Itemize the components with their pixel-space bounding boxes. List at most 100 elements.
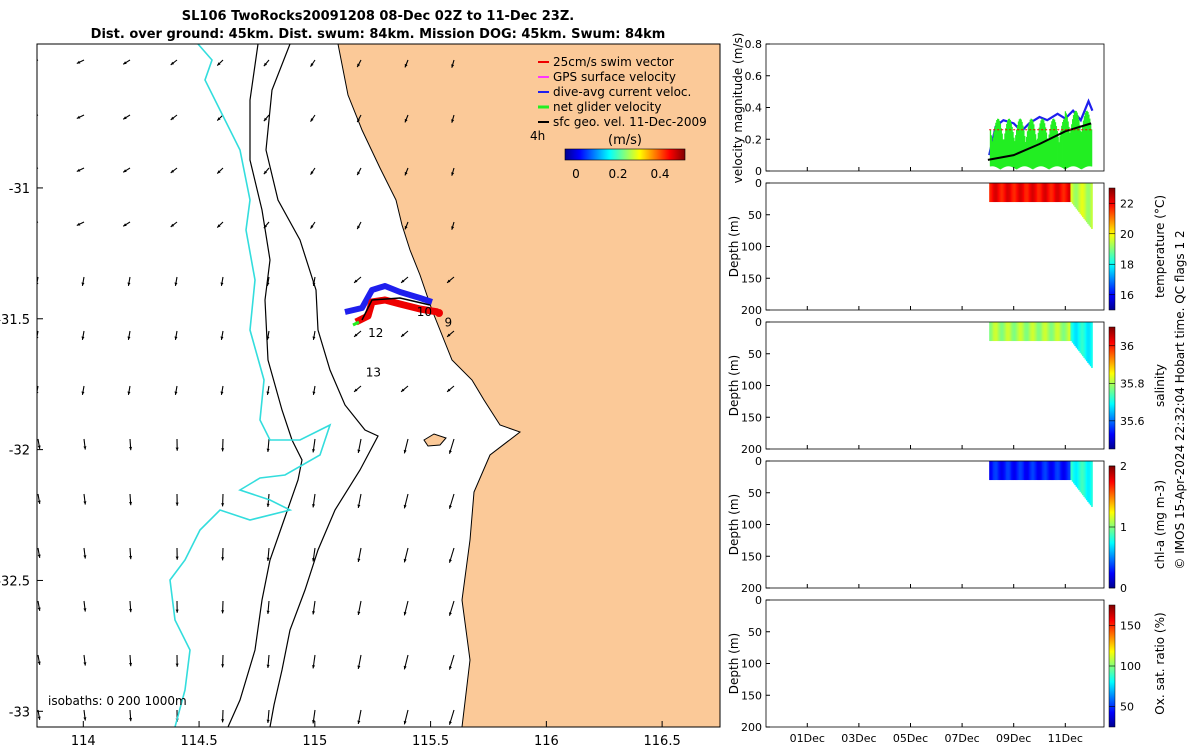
legend-label-sfc-geo: sfc geo. vel. 11-Dec-2009 <box>553 115 707 129</box>
heatmap-cell <box>1040 461 1043 481</box>
current-arrow <box>175 600 179 613</box>
current-arrow <box>127 385 131 395</box>
heatmap-cell <box>1014 461 1017 481</box>
colorbar-tick-label: 1 <box>1120 521 1127 534</box>
heatmap-cell <box>1044 461 1047 481</box>
y-tick-label: 100 <box>741 241 762 254</box>
map-colorbar-tick-1: 0.2 <box>608 167 627 181</box>
heatmap-cell <box>1043 461 1046 481</box>
y-tick-label: 100 <box>741 519 762 532</box>
current-arrow <box>175 438 179 451</box>
y-tick-label: 150 <box>741 689 762 702</box>
heatmap-cell <box>1045 183 1048 203</box>
map-frame <box>36 43 721 728</box>
current-arrow <box>310 59 316 67</box>
current-arrow <box>312 438 316 453</box>
heatmap-cell <box>1062 461 1065 481</box>
map-colorbar <box>564 148 686 161</box>
heatmap-cell <box>1053 322 1056 342</box>
heatmap-cell <box>1014 322 1017 342</box>
heatmap-cell <box>1064 183 1066 203</box>
heatmap-cell <box>1012 322 1015 342</box>
current-arrow <box>403 600 409 616</box>
heatmap-cell <box>1080 183 1083 216</box>
heatmap-cell <box>1007 183 1009 203</box>
current-arrow <box>216 167 224 174</box>
depth-ylabel: Depth (m) <box>727 216 741 277</box>
y-tick-label: 0.2 <box>745 133 763 146</box>
current-arrow <box>312 654 316 669</box>
heatmap-cell <box>1061 183 1064 203</box>
heatmap-cell <box>1071 461 1074 482</box>
heatmap-cell <box>994 322 997 342</box>
heatmap-cell <box>1045 322 1048 342</box>
legend-label-dive-avg: dive-avg current veloc. <box>553 85 691 99</box>
heatmap-cell <box>1079 183 1082 214</box>
current-arrow <box>83 493 87 505</box>
heatmap-cell <box>1075 461 1078 487</box>
heatmap-cell <box>1053 183 1056 203</box>
heatmap-cell <box>1004 322 1007 342</box>
heatmap-cell <box>1056 322 1058 342</box>
heatmap-cell <box>1004 183 1007 203</box>
current-arrow <box>129 709 133 722</box>
heatmap-cell <box>990 183 993 203</box>
current-arrow <box>76 167 85 173</box>
heatmap-cell <box>1083 461 1086 497</box>
heatmap-cell <box>1039 322 1042 342</box>
heatmap-cell <box>1040 322 1043 342</box>
current-arrow <box>37 547 41 558</box>
heatmap-cell <box>1026 461 1029 481</box>
current-arrow <box>448 547 455 563</box>
credit-text: © IMOS 15-Apr-2024 22:32:04 Hobart time.… <box>1173 230 1187 569</box>
heatmap-cell <box>995 461 998 481</box>
series-sfc-geo <box>987 122 1092 161</box>
current-arrow <box>170 167 178 174</box>
current-arrow <box>266 547 270 561</box>
colorbar-label: chl-a (mg m-3) <box>1153 480 1167 569</box>
y-tick-label: 0.6 <box>745 70 763 83</box>
heatmap-cell <box>1040 183 1043 203</box>
heatmap-cell <box>1066 322 1069 342</box>
current-arrow <box>175 654 179 667</box>
map-y-tick-label: -32.5 <box>0 574 30 589</box>
isobath-deep <box>169 44 332 727</box>
heatmap-cell <box>993 461 995 481</box>
heatmap-cell <box>1007 461 1009 481</box>
heatmap-cell <box>1027 461 1030 481</box>
map-y-tick-label: -31.5 <box>0 313 30 328</box>
heatmap-cell <box>993 322 995 342</box>
current-arrow <box>83 600 87 612</box>
current-arrow <box>122 59 131 65</box>
land-area <box>337 44 720 727</box>
heatmap-cell <box>1021 461 1024 481</box>
current-arrow <box>266 493 270 507</box>
heatmap-cell <box>989 183 991 203</box>
colorbar-tick-label: 35.8 <box>1120 377 1145 390</box>
heatmap-cell <box>1049 183 1052 203</box>
heatmap-cell <box>1047 322 1049 342</box>
y-tick-label: 200 <box>741 721 762 734</box>
current-arrow <box>263 59 270 67</box>
heatmap-cell <box>1058 322 1061 342</box>
map-x-tick-label: 115.5 <box>412 734 449 749</box>
track-net-glider <box>352 320 360 327</box>
current-arrow <box>404 167 409 176</box>
heatmap-cell <box>1020 322 1022 342</box>
heatmap-cell <box>991 322 994 342</box>
current-arrow <box>312 547 316 562</box>
heatmap-cell <box>1024 461 1026 481</box>
heatmap-cell <box>1034 461 1037 481</box>
current-arrow <box>404 221 409 230</box>
velocity-ylabel: velocity magnitude (m/s) <box>731 33 745 184</box>
current-arrow <box>170 221 178 228</box>
heatmap-cell <box>1017 183 1020 203</box>
heatmap-cell <box>1008 322 1011 342</box>
heatmap-cell <box>1013 461 1016 481</box>
current-arrow <box>263 167 270 175</box>
map-x-tick-label: 116 <box>534 734 559 749</box>
legend-label-gps-velocity: GPS surface velocity <box>553 70 676 84</box>
heatmap-cell <box>1071 183 1074 204</box>
heatmap-cell <box>1085 461 1088 501</box>
y-tick-label: 150 <box>741 550 762 563</box>
